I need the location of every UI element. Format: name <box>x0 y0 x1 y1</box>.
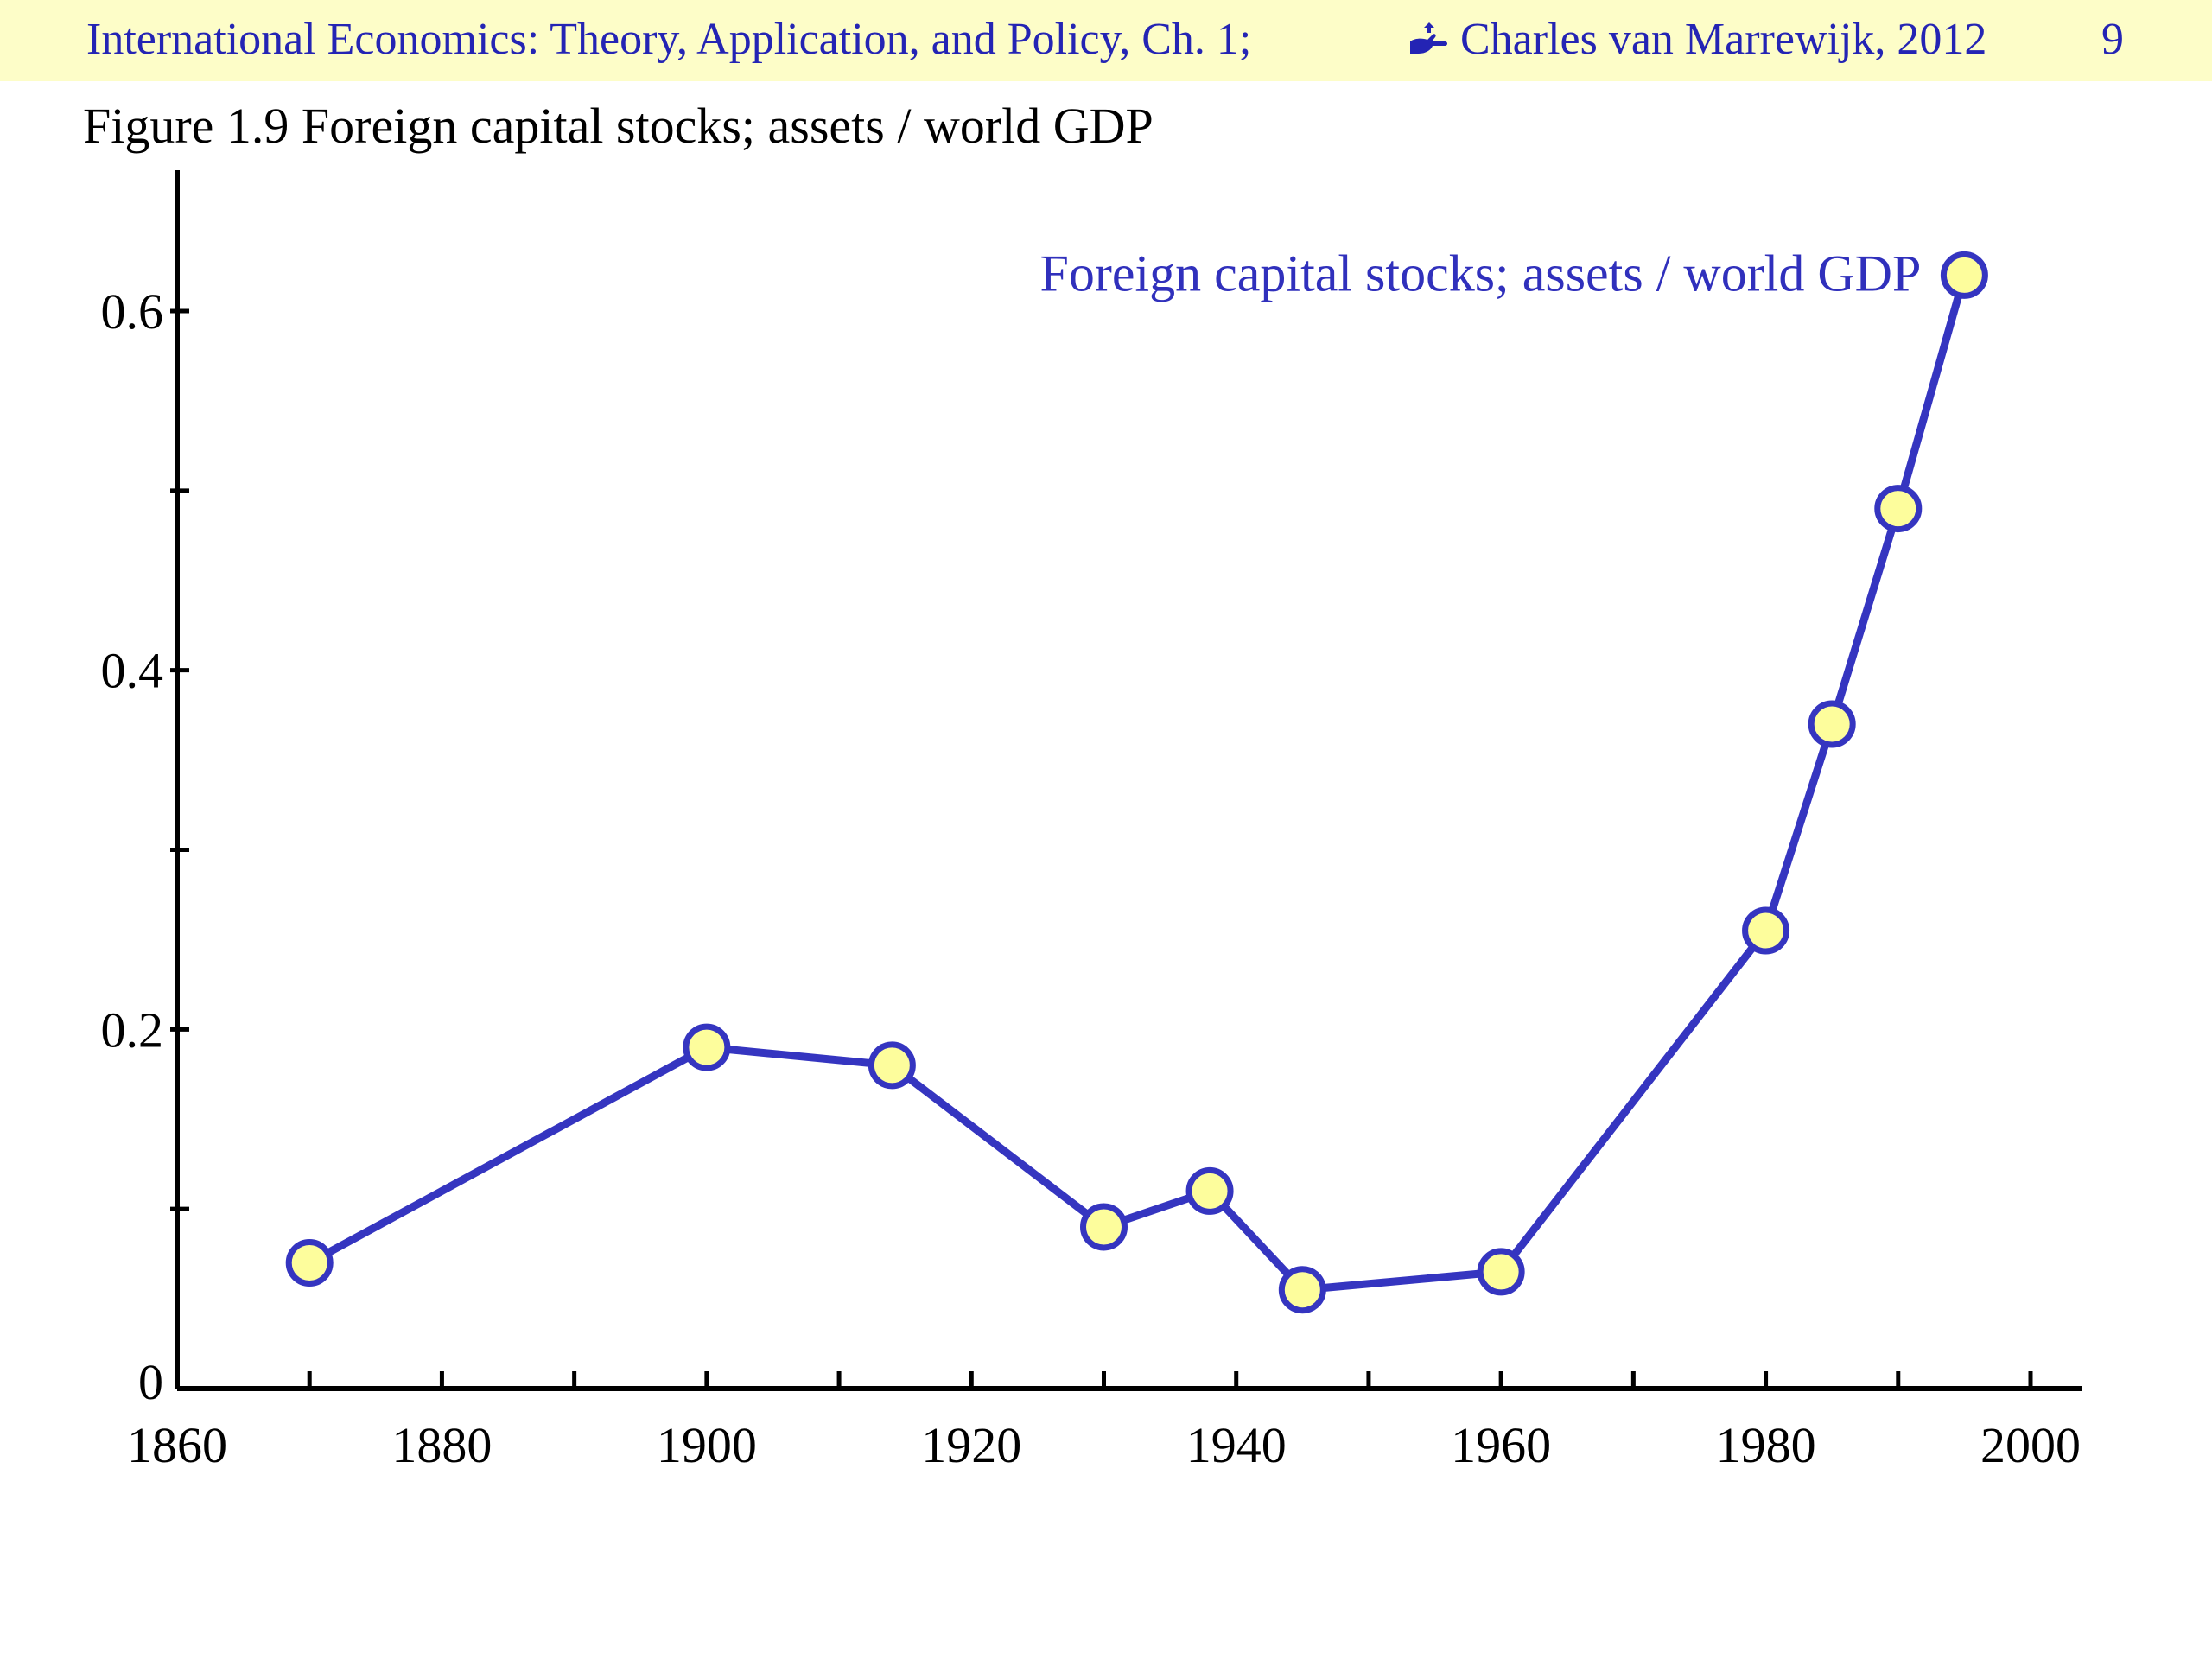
data-point <box>1940 251 1988 299</box>
chart-axes <box>170 170 2082 1391</box>
data-point <box>1874 485 1923 533</box>
x-tick-label: 2000 <box>1980 1417 2081 1473</box>
x-tick-label: 1920 <box>921 1417 1021 1473</box>
x-tick-label: 1980 <box>1716 1417 1816 1473</box>
y-tick-label: 0.6 <box>101 283 164 340</box>
data-point <box>1185 1166 1234 1215</box>
data-point <box>868 1041 916 1090</box>
data-point <box>285 1239 334 1287</box>
x-tick-label: 1880 <box>391 1417 492 1473</box>
data-point <box>1080 1203 1128 1251</box>
figure-title: Figure 1.9 Foreign capital stocks; asset… <box>83 98 1154 154</box>
data-point <box>1808 700 1856 748</box>
data-point <box>1278 1266 1326 1314</box>
x-tick-label: 1940 <box>1186 1417 1287 1473</box>
book-title: International Economics: Theory, Applica… <box>86 15 1252 64</box>
chart-series <box>285 251 1988 1314</box>
chart-labels: 1860 1880 1900 1920 1940 1960 1980 2000 0 0.2 0.4 0… <box>101 245 2082 1473</box>
header-bar: International Economics: Theory, Applica… <box>0 0 2212 81</box>
x-tick-label: 1860 <box>127 1417 227 1473</box>
data-point <box>1477 1248 1525 1296</box>
data-point <box>1742 906 1790 955</box>
copyright-hand-icon <box>1410 22 1447 54</box>
data-point <box>683 1023 731 1071</box>
x-tick-label: 1960 <box>1451 1417 1551 1473</box>
y-tick-label: 0.2 <box>101 1001 164 1058</box>
author-credit: Charles van Marrewijk, 2012 <box>1407 14 1986 65</box>
series-line <box>308 274 1968 1294</box>
y-tick-label: 0 <box>138 1354 163 1410</box>
series-label: Foreign capital stocks; assets / world G… <box>1040 245 1922 302</box>
page-number: 9 <box>2101 15 2124 64</box>
author-name: Charles van Marrewijk, 2012 <box>1460 15 1987 64</box>
y-tick-label: 0.4 <box>101 643 164 699</box>
x-tick-label: 1900 <box>657 1417 757 1473</box>
